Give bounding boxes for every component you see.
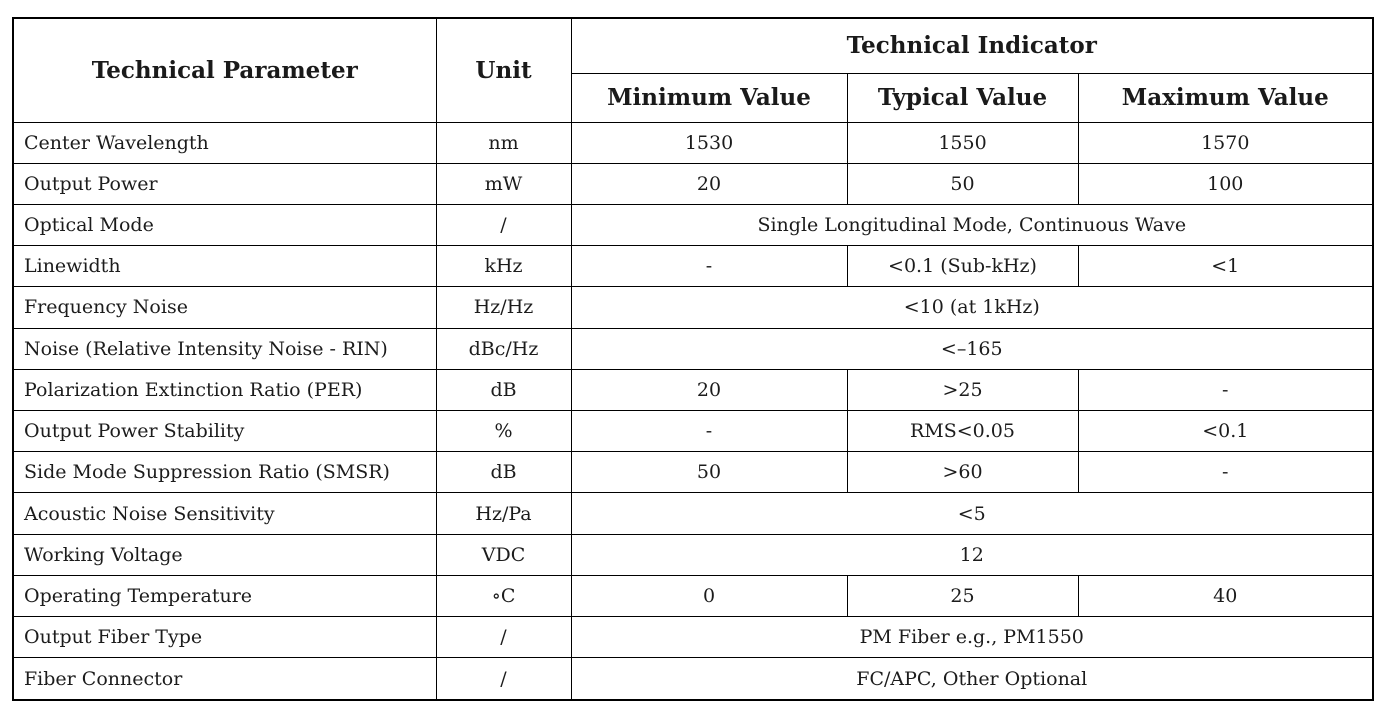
cell-spanned-value: 12 [570,533,1374,576]
technical-spec-table: Technical Parameter Unit Technical Indic… [12,17,1375,701]
table-row: Output Power mW 20 50 100 [12,162,1374,205]
table-row: Output Power Stability % - RMS<0.05 <0.1 [12,410,1374,453]
cell-unit: kHz [435,245,572,288]
cell-maximum: <1 [1077,245,1374,288]
cell-maximum: <0.1 [1077,410,1374,453]
cell-parameter: Output Power Stability [12,410,437,453]
cell-parameter: Output Fiber Type [12,616,437,659]
cell-parameter: Fiber Connector [12,657,437,701]
cell-minimum: 1530 [570,121,848,164]
table-row: Frequency Noise Hz/Hz <10 (at 1kHz) [12,286,1374,329]
table-row: Polarization Extinction Ratio (PER) dB 2… [12,368,1374,412]
cell-parameter: Working Voltage [12,533,437,576]
cell-parameter: Frequency Noise [12,286,437,329]
cell-unit: VDC [435,533,572,576]
cell-unit: / [435,657,572,701]
cell-spanned-value: Single Longitudinal Mode, Continuous Wav… [570,203,1374,247]
cell-spanned-value: FC/APC, Other Optional [570,657,1374,701]
cell-minimum: 50 [570,451,848,494]
header-row-sub: Minimum Value Typical Value Maximum Valu… [13,72,1374,123]
cell-parameter: Linewidth [12,245,437,288]
cell-maximum: - [1077,368,1374,412]
cell-minimum: 20 [570,368,848,412]
cell-parameter: Noise (Relative Intensity Noise - RIN) [12,327,437,370]
table-row: Optical Mode / Single Longitudinal Mode,… [12,203,1374,247]
header-row-group: Technical Parameter Unit Technical Indic… [12,17,1374,123]
cell-parameter: Polarization Extinction Ratio (PER) [12,368,437,412]
cell-typical: 1550 [846,121,1079,164]
cell-unit: dBc/Hz [435,327,572,370]
cell-parameter: Operating Temperature [12,574,437,618]
cell-parameter: Center Wavelength [12,121,437,164]
cell-minimum: - [570,410,848,453]
col-header-indicator: Technical Indicator [570,17,1374,74]
cell-minimum: 0 [570,574,848,618]
col-header-parameter: Technical Parameter [12,17,437,123]
cell-parameter: Side Mode Suppression Ratio (SMSR) [12,451,437,494]
col-header-maximum: Maximum Value [1077,72,1374,123]
cell-maximum: 100 [1077,162,1374,205]
cell-maximum: 1570 [1077,121,1374,164]
cell-typical: RMS<0.05 [846,410,1079,453]
cell-spanned-value: <5 [570,492,1374,535]
cell-parameter: Output Power [12,162,437,205]
table-row: Working Voltage VDC 12 [12,533,1374,576]
cell-typical: >25 [846,368,1079,412]
cell-parameter: Optical Mode [12,203,437,247]
table-row: Side Mode Suppression Ratio (SMSR) dB 50… [12,451,1374,494]
cell-unit: dB [435,451,572,494]
cell-maximum: 40 [1077,574,1374,618]
cell-spanned-value: <10 (at 1kHz) [570,286,1374,329]
cell-spanned-value: <–165 [570,327,1374,370]
cell-unit: nm [435,121,572,164]
table-row: Noise (Relative Intensity Noise - RIN) d… [12,327,1374,370]
cell-spanned-value: PM Fiber e.g., PM1550 [570,616,1374,659]
cell-maximum: - [1077,451,1374,494]
col-header-minimum: Minimum Value [570,72,848,123]
cell-unit: % [435,410,572,453]
table-row: Fiber Connector / FC/APC, Other Optional [12,657,1374,701]
cell-unit: mW [435,162,572,205]
cell-typical: >60 [846,451,1079,494]
table-row: Linewidth kHz - <0.1 (Sub-kHz) <1 [12,245,1374,288]
col-header-unit: Unit [435,17,572,123]
cell-minimum: 20 [570,162,848,205]
table-row: Output Fiber Type / PM Fiber e.g., PM155… [12,616,1374,659]
table-row: Acoustic Noise Sensitivity Hz/Pa <5 [12,492,1374,535]
cell-unit: dB [435,368,572,412]
cell-typical: 50 [846,162,1079,205]
cell-minimum: - [570,245,848,288]
cell-typical: 25 [846,574,1079,618]
table-row: Operating Temperature ∘C 0 25 40 [12,574,1374,618]
cell-unit: / [435,616,572,659]
cell-typical: <0.1 (Sub-kHz) [846,245,1079,288]
cell-parameter: Acoustic Noise Sensitivity [12,492,437,535]
cell-unit: Hz/Pa [435,492,572,535]
cell-unit: Hz/Hz [435,286,572,329]
cell-unit: ∘C [435,574,572,618]
col-header-typical: Typical Value [846,72,1079,123]
cell-unit: / [435,203,572,247]
table-row: Center Wavelength nm 1530 1550 1570 [12,121,1374,164]
